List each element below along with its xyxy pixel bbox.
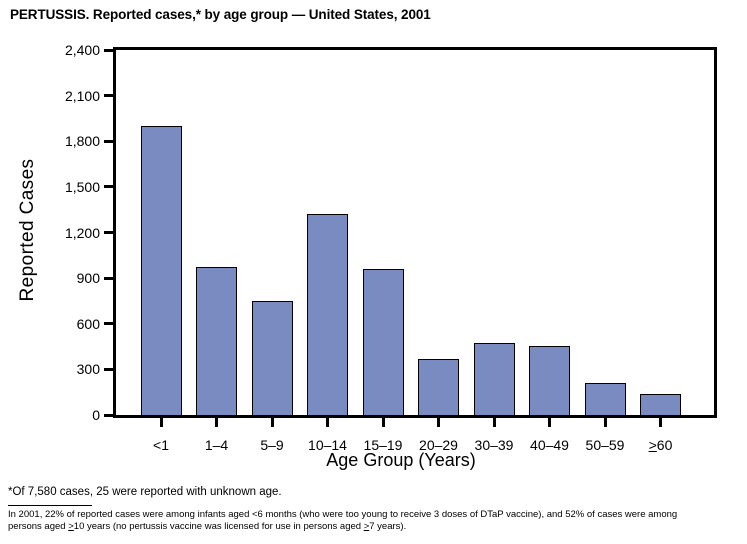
bar — [584, 383, 626, 415]
x-tick-label: 30–39 — [474, 437, 514, 453]
footnote-divider — [8, 505, 92, 506]
x-tick-label: >60 — [648, 437, 673, 453]
y-tick-label: 2,400 — [64, 42, 100, 58]
y-tick-label: 300 — [76, 361, 100, 378]
plot-area: <1 1–4 5–9 10–14 15–19 20–29 30–39 40–49 50–59 >6… — [65, 42, 717, 453]
x-tick-label: 1–4 — [204, 437, 229, 453]
y-tick-label: 0 — [92, 407, 100, 423]
chart-title: PERTUSSIS. Reported cases,* by age group… — [10, 7, 431, 22]
footnote-line: persons aged >10 years (no pertussis vac… — [8, 521, 407, 533]
y-axis-tick — [104, 139, 113, 143]
y-axis-tick — [104, 367, 113, 371]
y-tick-label: 1,800 — [64, 133, 100, 150]
y-axis-tick — [104, 322, 113, 326]
x-tick-label: <1 — [153, 437, 169, 453]
x-axis-tick — [215, 418, 218, 427]
y-tick-label: 600 — [76, 315, 100, 332]
bar — [418, 359, 459, 415]
x-axis-tick — [548, 418, 551, 427]
x-axis-tick — [659, 418, 662, 427]
y-tick-label: 1,500 — [64, 178, 100, 195]
footnote-detail: In 2001, 22% of reported cases were amon… — [8, 509, 743, 534]
x-axis-tick — [270, 418, 274, 427]
bar — [362, 269, 404, 415]
y-axis-tick — [104, 185, 113, 189]
x-axis-tick — [492, 418, 496, 427]
bar — [640, 394, 681, 415]
y-tick-label: 1,200 — [64, 224, 100, 241]
x-tick-label: 20–29 — [419, 437, 458, 453]
x-axis-title: Age Group (Years) — [326, 450, 476, 470]
y-axis-tick — [104, 48, 113, 52]
y-axis-tick — [104, 413, 113, 417]
bar — [307, 214, 348, 415]
y-axis-tick — [104, 94, 113, 98]
x-tick-label: 40–49 — [530, 437, 569, 453]
y-axis-tick — [104, 276, 113, 280]
bar — [473, 343, 515, 415]
y-axis-tick — [104, 231, 113, 234]
footnote-line: In 2001, 22% of reported cases were amon… — [8, 509, 678, 520]
footnote-asterisk: *Of 7,580 cases, 25 were reported with u… — [8, 486, 282, 498]
x-tick-label: 5–9 — [260, 437, 284, 453]
y-tick-label: 2,100 — [64, 87, 100, 104]
x-axis-tick — [603, 418, 607, 427]
bar — [529, 346, 570, 415]
bar — [251, 301, 293, 415]
x-axis-tick — [159, 418, 163, 427]
x-axis-tick — [381, 418, 385, 427]
x-tick-label: 10–14 — [308, 437, 347, 453]
x-axis-tick — [437, 418, 440, 427]
y-tick-label: 900 — [76, 270, 100, 287]
x-tick-label: 15–19 — [363, 437, 403, 453]
x-axis-tick — [326, 418, 329, 427]
x-tick-label: 50–59 — [585, 437, 625, 453]
bar — [140, 126, 182, 415]
bar — [196, 267, 237, 415]
